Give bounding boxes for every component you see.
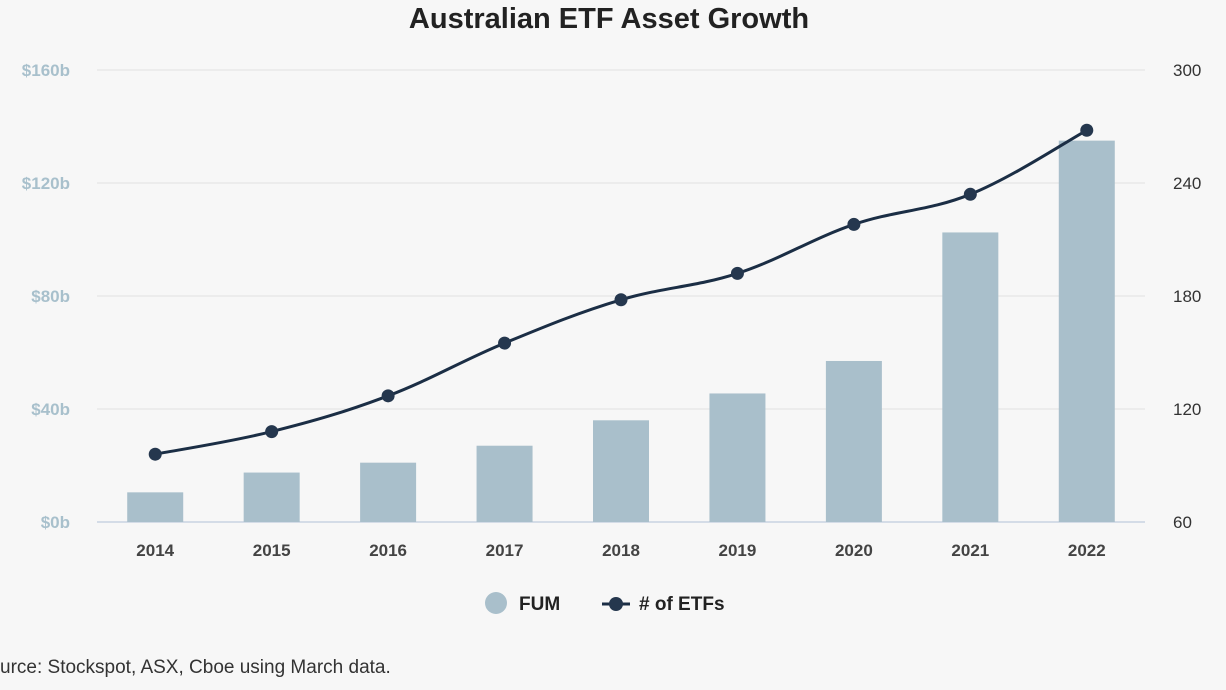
fum-bar-2016 xyxy=(360,462,417,522)
etf-point-2017 xyxy=(498,336,512,350)
etf-point-2014 xyxy=(148,447,162,461)
right-axis-ticks: 60 120 180 240 300 xyxy=(1173,61,1201,532)
fum-bar-2019 xyxy=(709,393,766,522)
fum-bar-2018 xyxy=(593,420,649,522)
fum-bar-2017 xyxy=(476,445,533,522)
legend: FUM # of ETFs xyxy=(485,592,725,615)
right-tick-label: 120 xyxy=(1173,400,1201,419)
right-tick-label: 300 xyxy=(1173,61,1201,80)
fum-bar-2021 xyxy=(942,232,999,522)
fum-bar-2020 xyxy=(825,360,882,522)
right-tick-label: 180 xyxy=(1173,287,1201,306)
etf-point-2015 xyxy=(265,425,279,439)
left-tick-label: $0b xyxy=(41,513,70,532)
etf-point-2019 xyxy=(730,266,744,280)
etf-point-2021 xyxy=(963,187,977,201)
fum-bar-2022 xyxy=(1058,140,1115,522)
left-tick-label: $40b xyxy=(31,400,70,419)
etf-count-line xyxy=(148,123,1094,461)
legend-fum-marker xyxy=(485,592,507,614)
left-tick-label: $80b xyxy=(31,287,70,306)
legend-fum-label: FUM xyxy=(519,594,560,615)
x-tick-label: 2014 xyxy=(136,541,174,560)
legend-etf-label: # of ETFs xyxy=(639,594,725,615)
etf-point-2016 xyxy=(381,389,395,403)
x-tick-label: 2021 xyxy=(951,541,989,560)
etf-point-2020 xyxy=(847,217,861,231)
x-tick-label: 2019 xyxy=(719,541,757,560)
source-note: urce: Stockspot, ASX, Cboe using March d… xyxy=(0,657,391,678)
etf-point-2022 xyxy=(1080,123,1094,137)
left-tick-label: $160b xyxy=(22,61,70,80)
legend-etf-marker xyxy=(609,597,623,611)
right-tick-label: 60 xyxy=(1173,513,1192,532)
x-tick-label: 2022 xyxy=(1068,541,1106,560)
x-tick-label: 2015 xyxy=(253,541,291,560)
left-axis-ticks: $0b $40b $80b $120b $160b xyxy=(22,61,70,532)
right-tick-label: 240 xyxy=(1173,174,1201,193)
x-tick-label: 2016 xyxy=(369,541,407,560)
x-tick-label: 2018 xyxy=(602,541,640,560)
fum-bar-2014 xyxy=(127,492,184,522)
left-tick-label: $120b xyxy=(22,174,70,193)
chart-title: Australian ETF Asset Growth xyxy=(409,3,809,35)
fum-bars xyxy=(127,140,1115,522)
x-axis-ticks: 2014 2015 2016 2017 2018 2019 2020 2021 2022 xyxy=(136,541,1105,560)
etf-point-2018 xyxy=(614,293,628,307)
x-tick-label: 2020 xyxy=(835,541,873,560)
x-tick-label: 2017 xyxy=(486,541,524,560)
fum-bar-2015 xyxy=(243,472,300,522)
